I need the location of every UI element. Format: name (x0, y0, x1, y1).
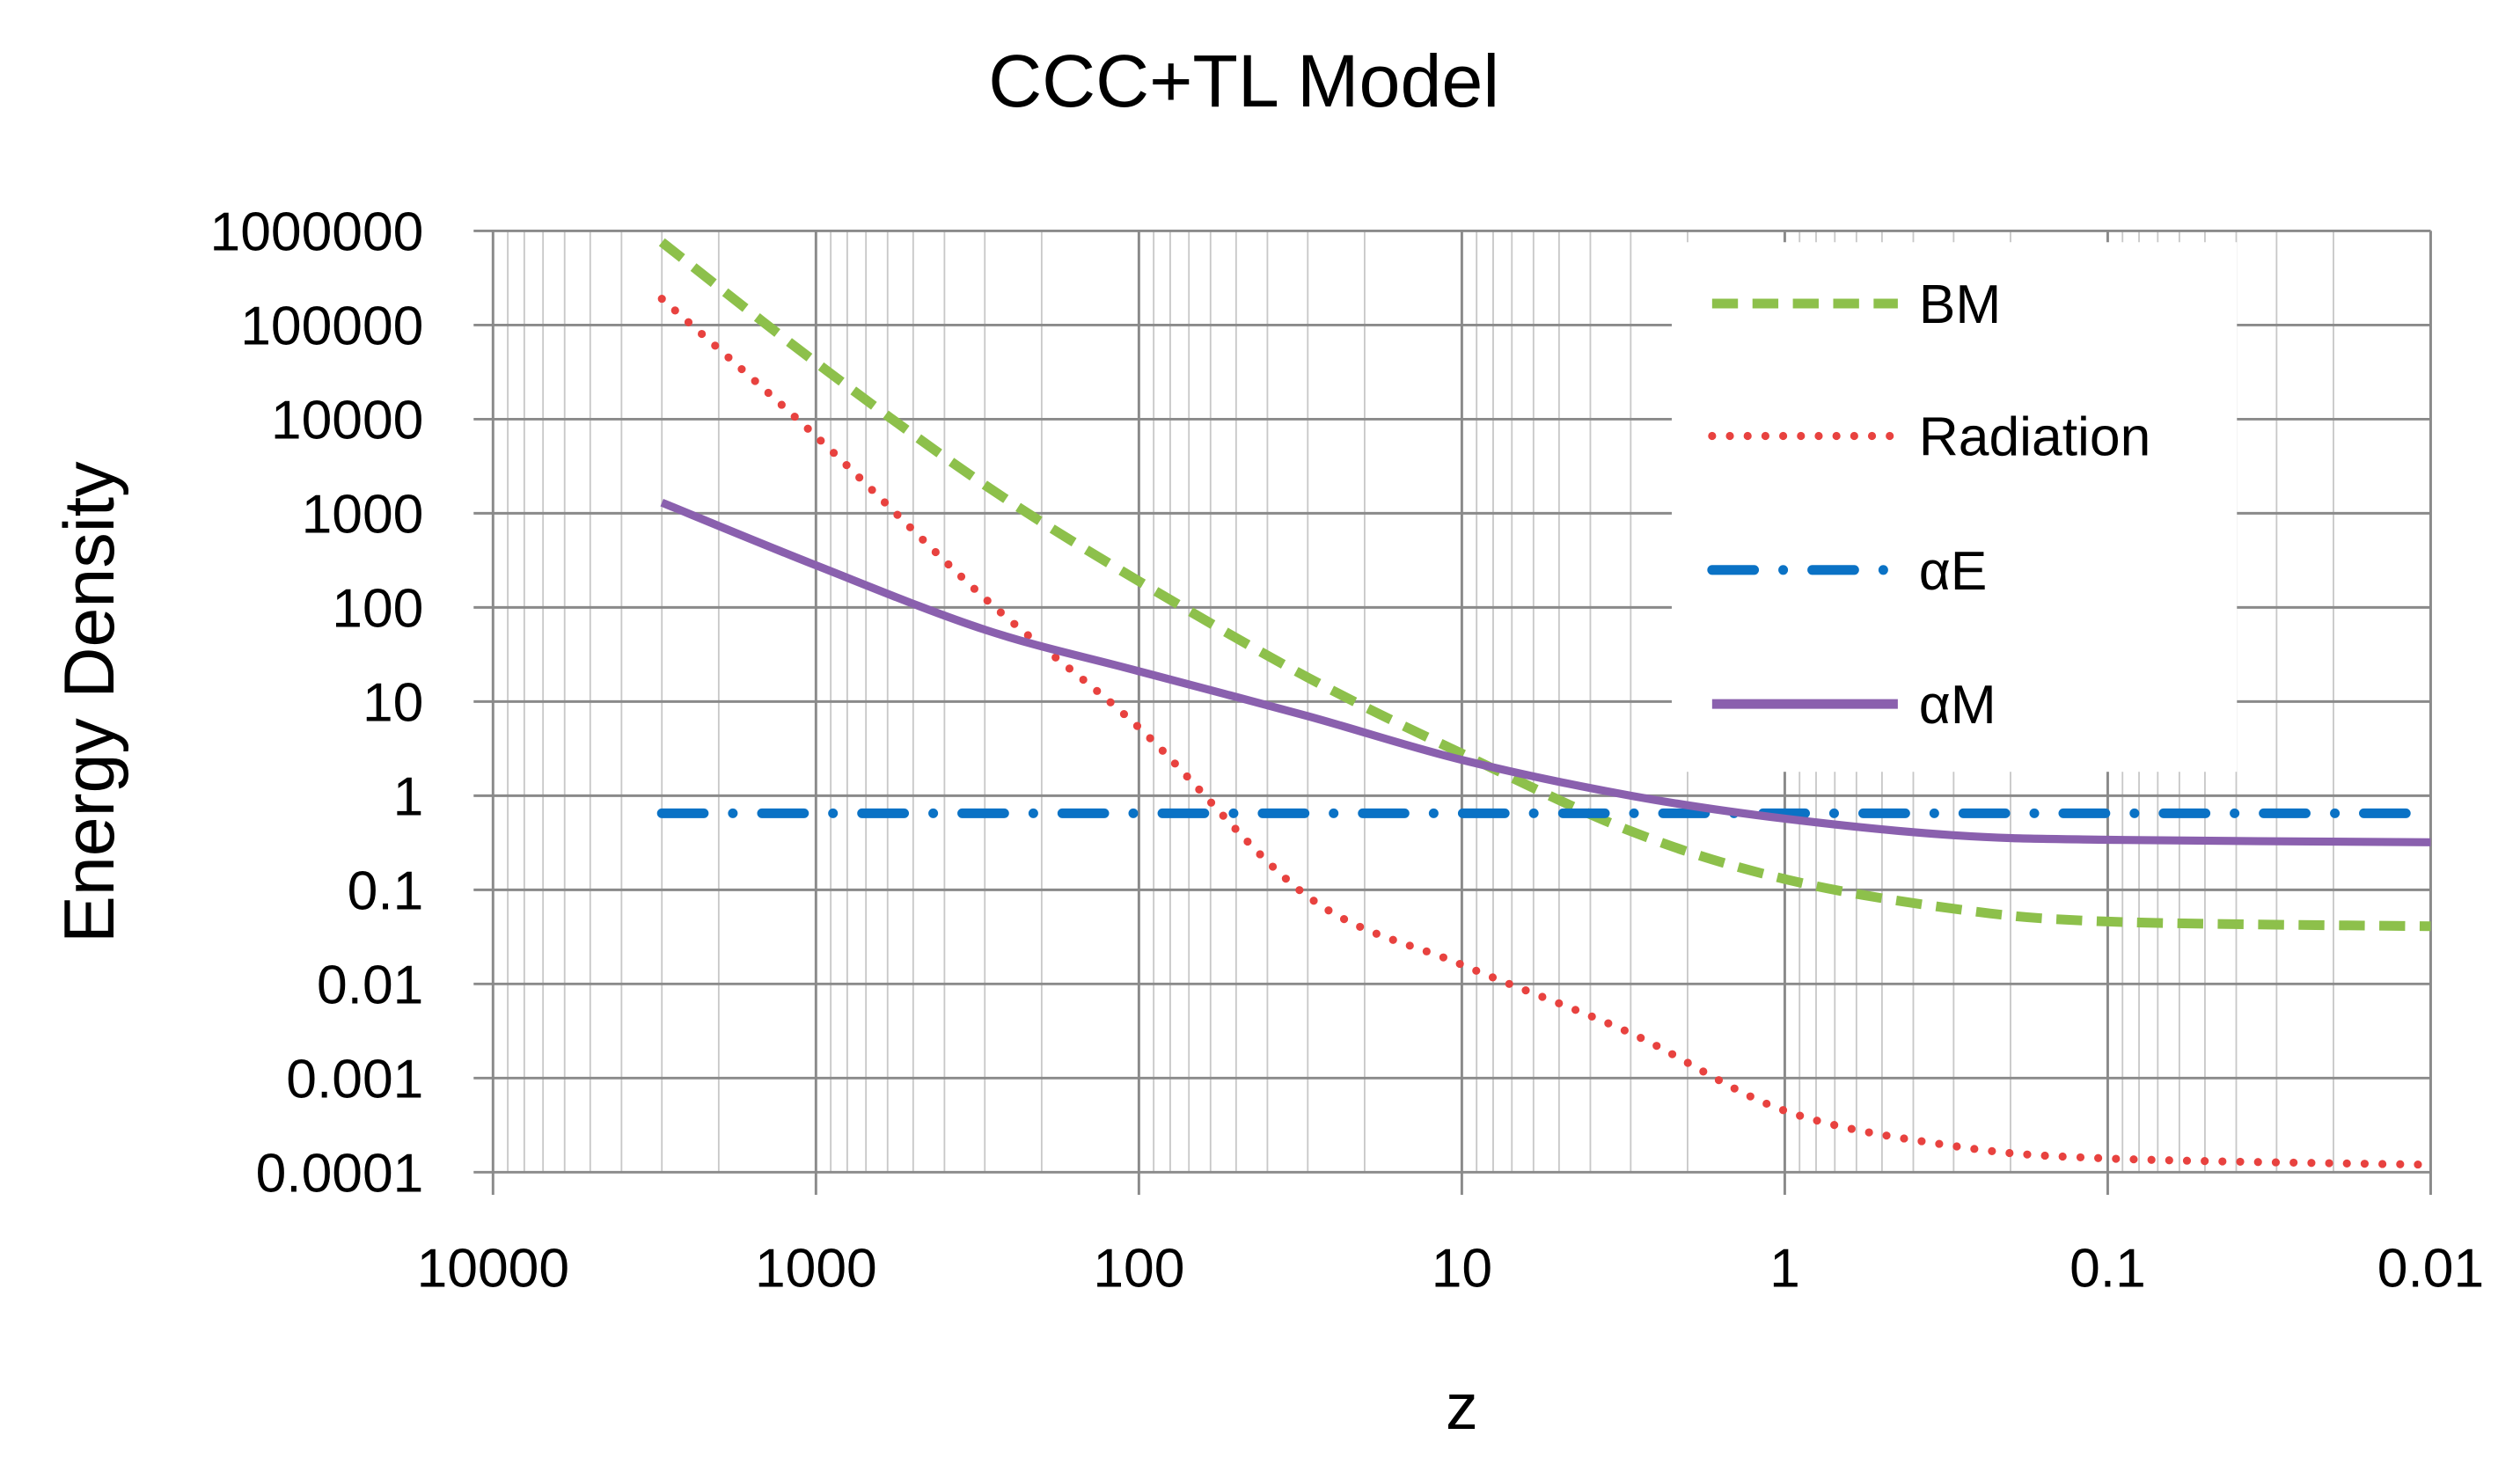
legend-background (1671, 242, 2238, 772)
x-tick-label: 0.1 (2069, 1239, 2146, 1300)
x-tick-label: 1 (1769, 1239, 1800, 1300)
y-tick-label: 100000 (240, 296, 423, 356)
legend-box (1671, 242, 2238, 772)
chart-title: CCC+TL Model (988, 40, 1499, 122)
x-tick-labels: 10000 1000 100 10 1 0.1 0.01 (417, 1239, 2485, 1300)
series-line-αM (660, 498, 2431, 846)
y-tick-label: 0.0001 (256, 1143, 424, 1204)
y-tick-label: 10 (363, 672, 423, 733)
legend-label: αM (1919, 675, 1996, 736)
y-tick-label: 1000 (302, 484, 424, 545)
x-tick-label: 1000 (755, 1239, 877, 1300)
series-layer (656, 238, 2436, 1169)
y-tick-labels: 1000000 100000 10000 1000 100 10 1 0.1 0.01 0.001… (210, 201, 424, 1204)
y-tick-label: 10000 (271, 390, 423, 450)
y-tick-label: 1 (393, 766, 424, 827)
legend: BM Radiation αE αM (1707, 275, 2151, 736)
y-tick-label: 100 (332, 578, 423, 639)
x-axis-title: z (1446, 1371, 1478, 1443)
series-line-BM (658, 238, 2431, 932)
y-tick-label: 0.001 (286, 1049, 423, 1109)
series-line-Radiation (657, 295, 2436, 1169)
y-axis-title: Energy Density (50, 461, 129, 943)
y-tick-label: 1000000 (210, 201, 424, 262)
y-tick-label: 0.01 (317, 955, 423, 1015)
x-tick-label: 10000 (417, 1239, 569, 1300)
y-tick-label: 0.1 (348, 860, 424, 921)
legend-label: BM (1919, 275, 2002, 335)
legend-label: αE (1919, 541, 1988, 602)
legend-label: Radiation (1919, 407, 2151, 468)
x-tick-label: 0.01 (2377, 1239, 2484, 1300)
x-tick-label: 100 (1093, 1239, 1184, 1300)
x-tick-label: 10 (1432, 1239, 1492, 1300)
